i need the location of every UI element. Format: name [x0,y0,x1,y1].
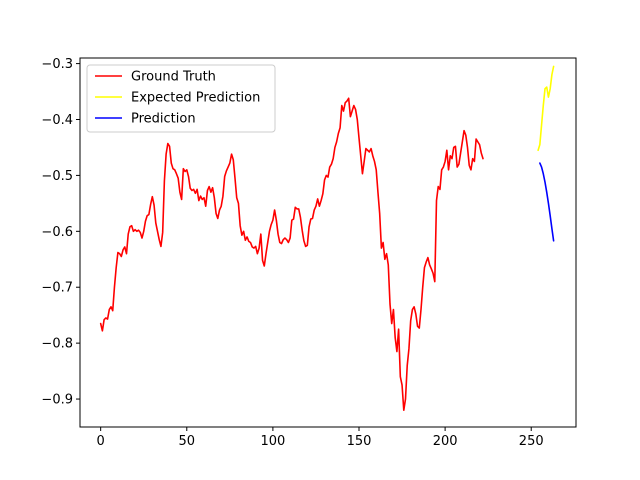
x-axis: 0 50 100 150 200 250 [97,427,544,449]
plot-area [99,65,555,412]
legend-label: Expected Prediction [131,91,260,106]
y-tick-label: −0.4 [41,113,73,128]
y-tick-label: −0.6 [41,225,73,240]
series-line-expected-prediction [537,65,555,152]
x-tick-label: 50 [179,434,196,449]
y-tick-label: −0.9 [41,393,73,408]
x-tick-label: 100 [260,434,285,449]
legend-label: Prediction [131,112,196,127]
series-line-ground-truth [99,97,484,412]
legend: Ground Truth Expected Prediction Predictio… [86,64,276,133]
series-line-prediction [539,162,555,242]
legend-box [86,64,276,133]
y-tick-label: −0.3 [41,57,73,72]
legend-label: Ground Truth [131,70,216,85]
y-tick-label: −0.8 [41,337,73,352]
y-tick-label: −0.7 [41,281,73,296]
y-tick-label: −0.5 [41,169,73,184]
x-tick-label: 150 [347,434,372,449]
axes-frame [79,57,577,428]
x-tick-label: 0 [97,434,105,449]
y-axis: −0.9 −0.8 −0.7 −0.6 −0.5 −0.4 −0.3 [41,57,80,408]
x-tick-label: 200 [433,434,458,449]
x-tick-label: 250 [519,434,544,449]
